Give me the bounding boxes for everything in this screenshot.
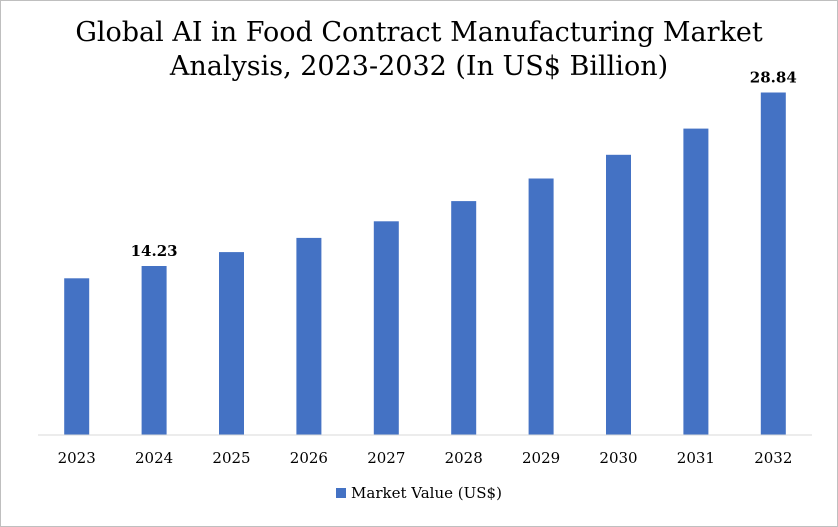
bar-2027 bbox=[373, 221, 399, 436]
x-tick-label-2026: 2026 bbox=[290, 449, 328, 467]
x-tick-label-2027: 2027 bbox=[367, 449, 405, 467]
x-tick-label-2025: 2025 bbox=[212, 449, 250, 467]
bar-2024 bbox=[141, 266, 167, 435]
legend-label: Market Value (US$) bbox=[351, 484, 502, 502]
bar-2031 bbox=[683, 128, 709, 435]
data-label-2032: 28.84 bbox=[750, 69, 797, 87]
bars-layer bbox=[64, 92, 786, 436]
x-tick-labels: 2023 2024 2025 2026 2027 2028 2029 2030 2031 2032 bbox=[58, 449, 793, 467]
bar-2023 bbox=[64, 278, 90, 436]
x-tick-label-2024: 2024 bbox=[135, 449, 173, 467]
x-tick-label-2028: 2028 bbox=[445, 449, 483, 467]
x-tick-label-2030: 2030 bbox=[599, 449, 637, 467]
bar-2032 bbox=[760, 92, 786, 435]
data-label-2024: 14.23 bbox=[131, 242, 178, 260]
legend-swatch bbox=[336, 488, 347, 498]
chart-title-line-1: Global AI in Food Contract Manufacturing… bbox=[75, 17, 763, 48]
bar-2025 bbox=[219, 252, 244, 435]
chart-title: Global AI in Food Contract Manufacturing… bbox=[0, 16, 838, 84]
data-labels: 14.23 28.84 bbox=[131, 69, 797, 261]
x-tick-label-2031: 2031 bbox=[677, 449, 715, 467]
bar-2029 bbox=[528, 178, 554, 435]
bar-2028 bbox=[451, 201, 477, 435]
bar-2030 bbox=[606, 154, 631, 436]
x-tick-label-2032: 2032 bbox=[754, 449, 792, 467]
x-tick-label-2023: 2023 bbox=[58, 449, 96, 467]
chart-title-line-2: Analysis, 2023-2032 (In US$ Billion) bbox=[169, 51, 669, 82]
legend: Market Value (US$) bbox=[0, 484, 838, 502]
x-tick-label-2029: 2029 bbox=[522, 449, 560, 467]
bar-2026 bbox=[296, 237, 322, 435]
